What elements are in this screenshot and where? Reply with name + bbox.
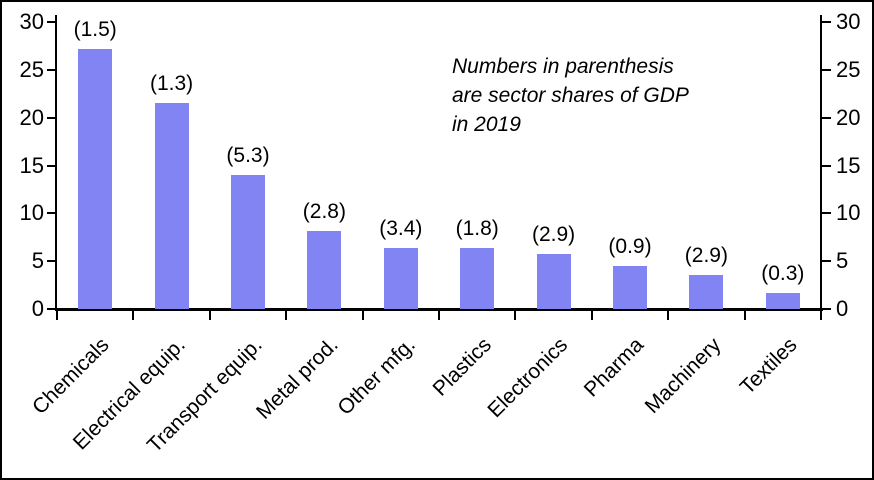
bar-value-label: (3.4) (379, 216, 423, 240)
bar-value-label: (5.3) (226, 144, 270, 168)
bar-value-label: (1.3) (150, 72, 194, 96)
y-axis-right (820, 15, 822, 311)
y-tick-left (47, 260, 56, 263)
y-tick-right (822, 68, 831, 71)
bar-electronics (536, 253, 571, 309)
bar-transport-equip (231, 175, 265, 309)
y-tick-label-right: 25 (836, 56, 861, 82)
y-tick-left (47, 164, 56, 167)
bar-value-label: (0.9) (608, 234, 652, 258)
x-tick (667, 311, 670, 320)
y-axis-left (55, 15, 57, 311)
annotation-text: Numbers in parenthesis are sector shares… (452, 55, 689, 136)
bar-value-label: (0.3) (761, 261, 805, 285)
y-tick-right (822, 260, 831, 263)
x-category-label-text: Machinery (640, 333, 725, 419)
bar-textiles (765, 292, 800, 309)
y-tick-label-left: 30 (19, 9, 44, 34)
x-axis (55, 308, 823, 311)
bar-machinery (689, 274, 724, 309)
y-tick-left (47, 308, 56, 310)
bar-chemicals (78, 48, 113, 309)
x-category-label-text: Pharma (580, 333, 649, 402)
y-tick-label-right: 30 (836, 9, 861, 34)
bar-value-label: (2.9) (532, 222, 576, 246)
y-tick-label-left: 10 (19, 200, 44, 226)
bar-value-label: (2.9) (684, 243, 728, 267)
x-category-label-text: Textiles (735, 333, 802, 400)
y-tick-label-right: 15 (836, 152, 861, 178)
y-tick-right (822, 308, 831, 310)
bar-other-mfg (383, 247, 418, 309)
y-tick-label-left: 0 (31, 296, 44, 321)
y-tick-left (47, 212, 56, 215)
bar-pharma (613, 265, 647, 309)
x-tick (820, 311, 822, 320)
y-tick-right (822, 164, 831, 167)
x-tick (132, 311, 135, 320)
y-tick-left (47, 21, 56, 23)
x-category-label-text: Metal prod. (252, 333, 343, 424)
x-category-label-text: Other mfg. (332, 333, 420, 420)
bar-plastics (460, 247, 495, 309)
bar-value-label: (2.8) (302, 199, 346, 223)
y-tick-right (822, 212, 831, 215)
y-tick-label-left: 20 (19, 104, 44, 130)
y-tick-label-right: 20 (836, 104, 861, 130)
y-tick-right (822, 21, 831, 23)
x-tick (285, 311, 288, 320)
bar-value-label: (1.5) (73, 17, 117, 41)
y-tick-right (822, 116, 831, 119)
x-tick (514, 311, 517, 320)
y-tick-label-left: 5 (31, 248, 44, 274)
x-tick (361, 311, 364, 320)
x-tick (590, 311, 593, 320)
x-tick (743, 311, 746, 320)
y-tick-label-left: 25 (19, 56, 44, 82)
y-tick-label-right: 10 (836, 200, 861, 226)
bar-metal-prod (307, 230, 342, 309)
bar-value-label: (1.8) (455, 216, 499, 240)
x-tick (208, 311, 211, 320)
y-tick-left (47, 116, 56, 119)
y-tick-left (47, 68, 56, 71)
x-category-label-text: Electronics (483, 333, 573, 423)
y-tick-label-right: 0 (836, 296, 849, 321)
x-tick (56, 311, 58, 320)
y-tick-label-right: 5 (836, 248, 849, 274)
y-tick-label-left: 15 (19, 152, 44, 178)
x-category-label-text: Plastics (428, 333, 496, 401)
bar-electrical-equip (154, 103, 189, 309)
x-tick (438, 311, 440, 320)
